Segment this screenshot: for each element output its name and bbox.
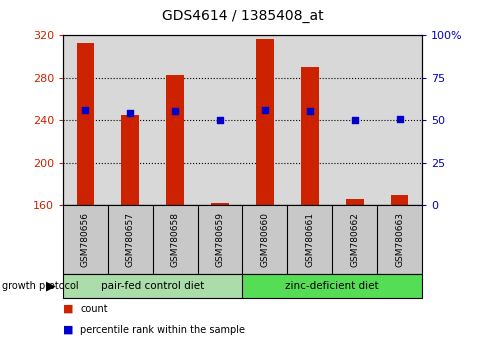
Bar [76, 43, 94, 205]
Text: ▶: ▶ [46, 280, 56, 293]
Point [171, 108, 179, 114]
Bar [390, 195, 408, 205]
Text: GSM780661: GSM780661 [304, 212, 314, 267]
Bar [166, 75, 184, 205]
Bar [211, 203, 228, 205]
Text: growth protocol: growth protocol [2, 281, 79, 291]
Bar [121, 115, 139, 205]
Point [126, 110, 134, 116]
Text: GDS4614 / 1385408_at: GDS4614 / 1385408_at [161, 9, 323, 23]
Text: GSM780660: GSM780660 [260, 212, 269, 267]
Point [260, 107, 268, 113]
Text: GSM780657: GSM780657 [125, 212, 135, 267]
Text: GSM780662: GSM780662 [349, 212, 359, 267]
Point [395, 116, 403, 122]
Point [216, 118, 224, 123]
Text: GSM780663: GSM780663 [394, 212, 403, 267]
Bar [256, 39, 273, 205]
Text: ■: ■ [63, 304, 74, 314]
Text: zinc-deficient diet: zinc-deficient diet [285, 281, 378, 291]
Text: GSM780659: GSM780659 [215, 212, 224, 267]
Text: GSM780658: GSM780658 [170, 212, 180, 267]
Point [350, 118, 358, 123]
Text: GSM780656: GSM780656 [81, 212, 90, 267]
Text: count: count [80, 304, 107, 314]
Bar [345, 199, 363, 205]
Text: ■: ■ [63, 325, 74, 335]
Point [305, 108, 313, 114]
Text: percentile rank within the sample: percentile rank within the sample [80, 325, 244, 335]
Bar [300, 67, 318, 205]
Point [81, 107, 89, 113]
Text: pair-fed control diet: pair-fed control diet [101, 281, 204, 291]
